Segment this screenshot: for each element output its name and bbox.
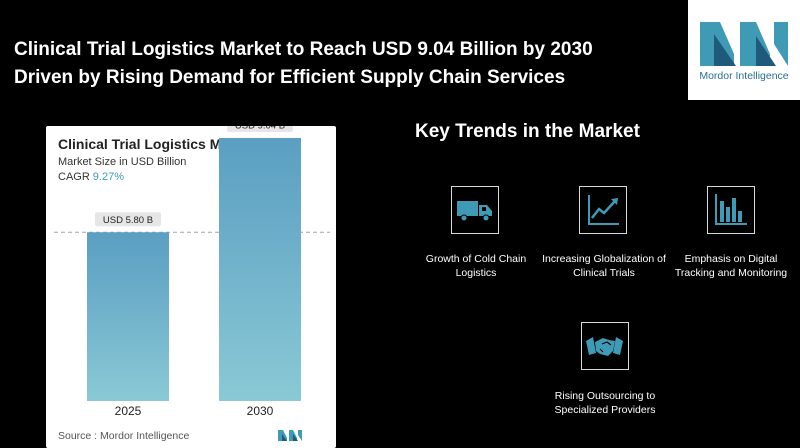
rising-chart-icon xyxy=(579,186,627,234)
data-label-bg-2025 xyxy=(95,212,161,227)
headline: Clinical Trial Logistics Market to Reach… xyxy=(14,36,674,92)
x-tick-label-2030: 2030 xyxy=(247,404,274,418)
mordor-logo-icon xyxy=(700,22,788,66)
brand-logo: Mordor Intelligence xyxy=(688,0,800,100)
truck-icon xyxy=(451,186,499,234)
bar-chart: USD 5.80 B 2025 USD 9.04 B 2030 xyxy=(54,126,330,418)
data-label-2030: USD 9.04 B xyxy=(235,126,285,132)
trend-label-outsourcing: Rising Outsourcing to Specialized Provid… xyxy=(554,390,656,416)
bar-2025 xyxy=(87,232,169,401)
trends-title: Key Trends in the Market xyxy=(415,121,640,142)
brand-logo-text: Mordor Intelligence xyxy=(699,70,789,82)
trend-label-digital-tracking: Emphasis on Digital Tracking and Monitor… xyxy=(674,253,788,279)
data-label-bg-2030 xyxy=(227,126,293,133)
x-tick-label-2025: 2025 xyxy=(115,404,142,418)
bar-2030 xyxy=(219,138,301,401)
headline-line-2: Driven by Rising Demand for Efficient Su… xyxy=(14,67,566,88)
headline-line-1: Clinical Trial Logistics Market to Reach… xyxy=(14,39,593,60)
cagr-value: 9.27% xyxy=(92,171,124,183)
handshake-icon xyxy=(581,322,629,370)
bar-chart-icon xyxy=(707,186,755,234)
market-size-card: Clinical Trial Logistics Market Market S… xyxy=(46,126,336,448)
source-logo-icon xyxy=(278,430,302,441)
cagr-label: CAGR xyxy=(58,171,90,183)
trend-label-cold-chain: Growth of Cold Chain Logistics xyxy=(425,253,527,279)
chart-title: Clinical Trial Logistics Market xyxy=(58,136,255,152)
chart-source: Source : Mordor Intelligence xyxy=(58,430,190,442)
chart-subtitle: Market Size in USD Billion xyxy=(58,156,187,168)
data-label-2025: USD 5.80 B xyxy=(103,215,153,226)
cagr-line: CAGR 9.27% xyxy=(58,171,124,183)
trend-label-globalization: Increasing Globalization of Clinical Tri… xyxy=(542,253,666,279)
